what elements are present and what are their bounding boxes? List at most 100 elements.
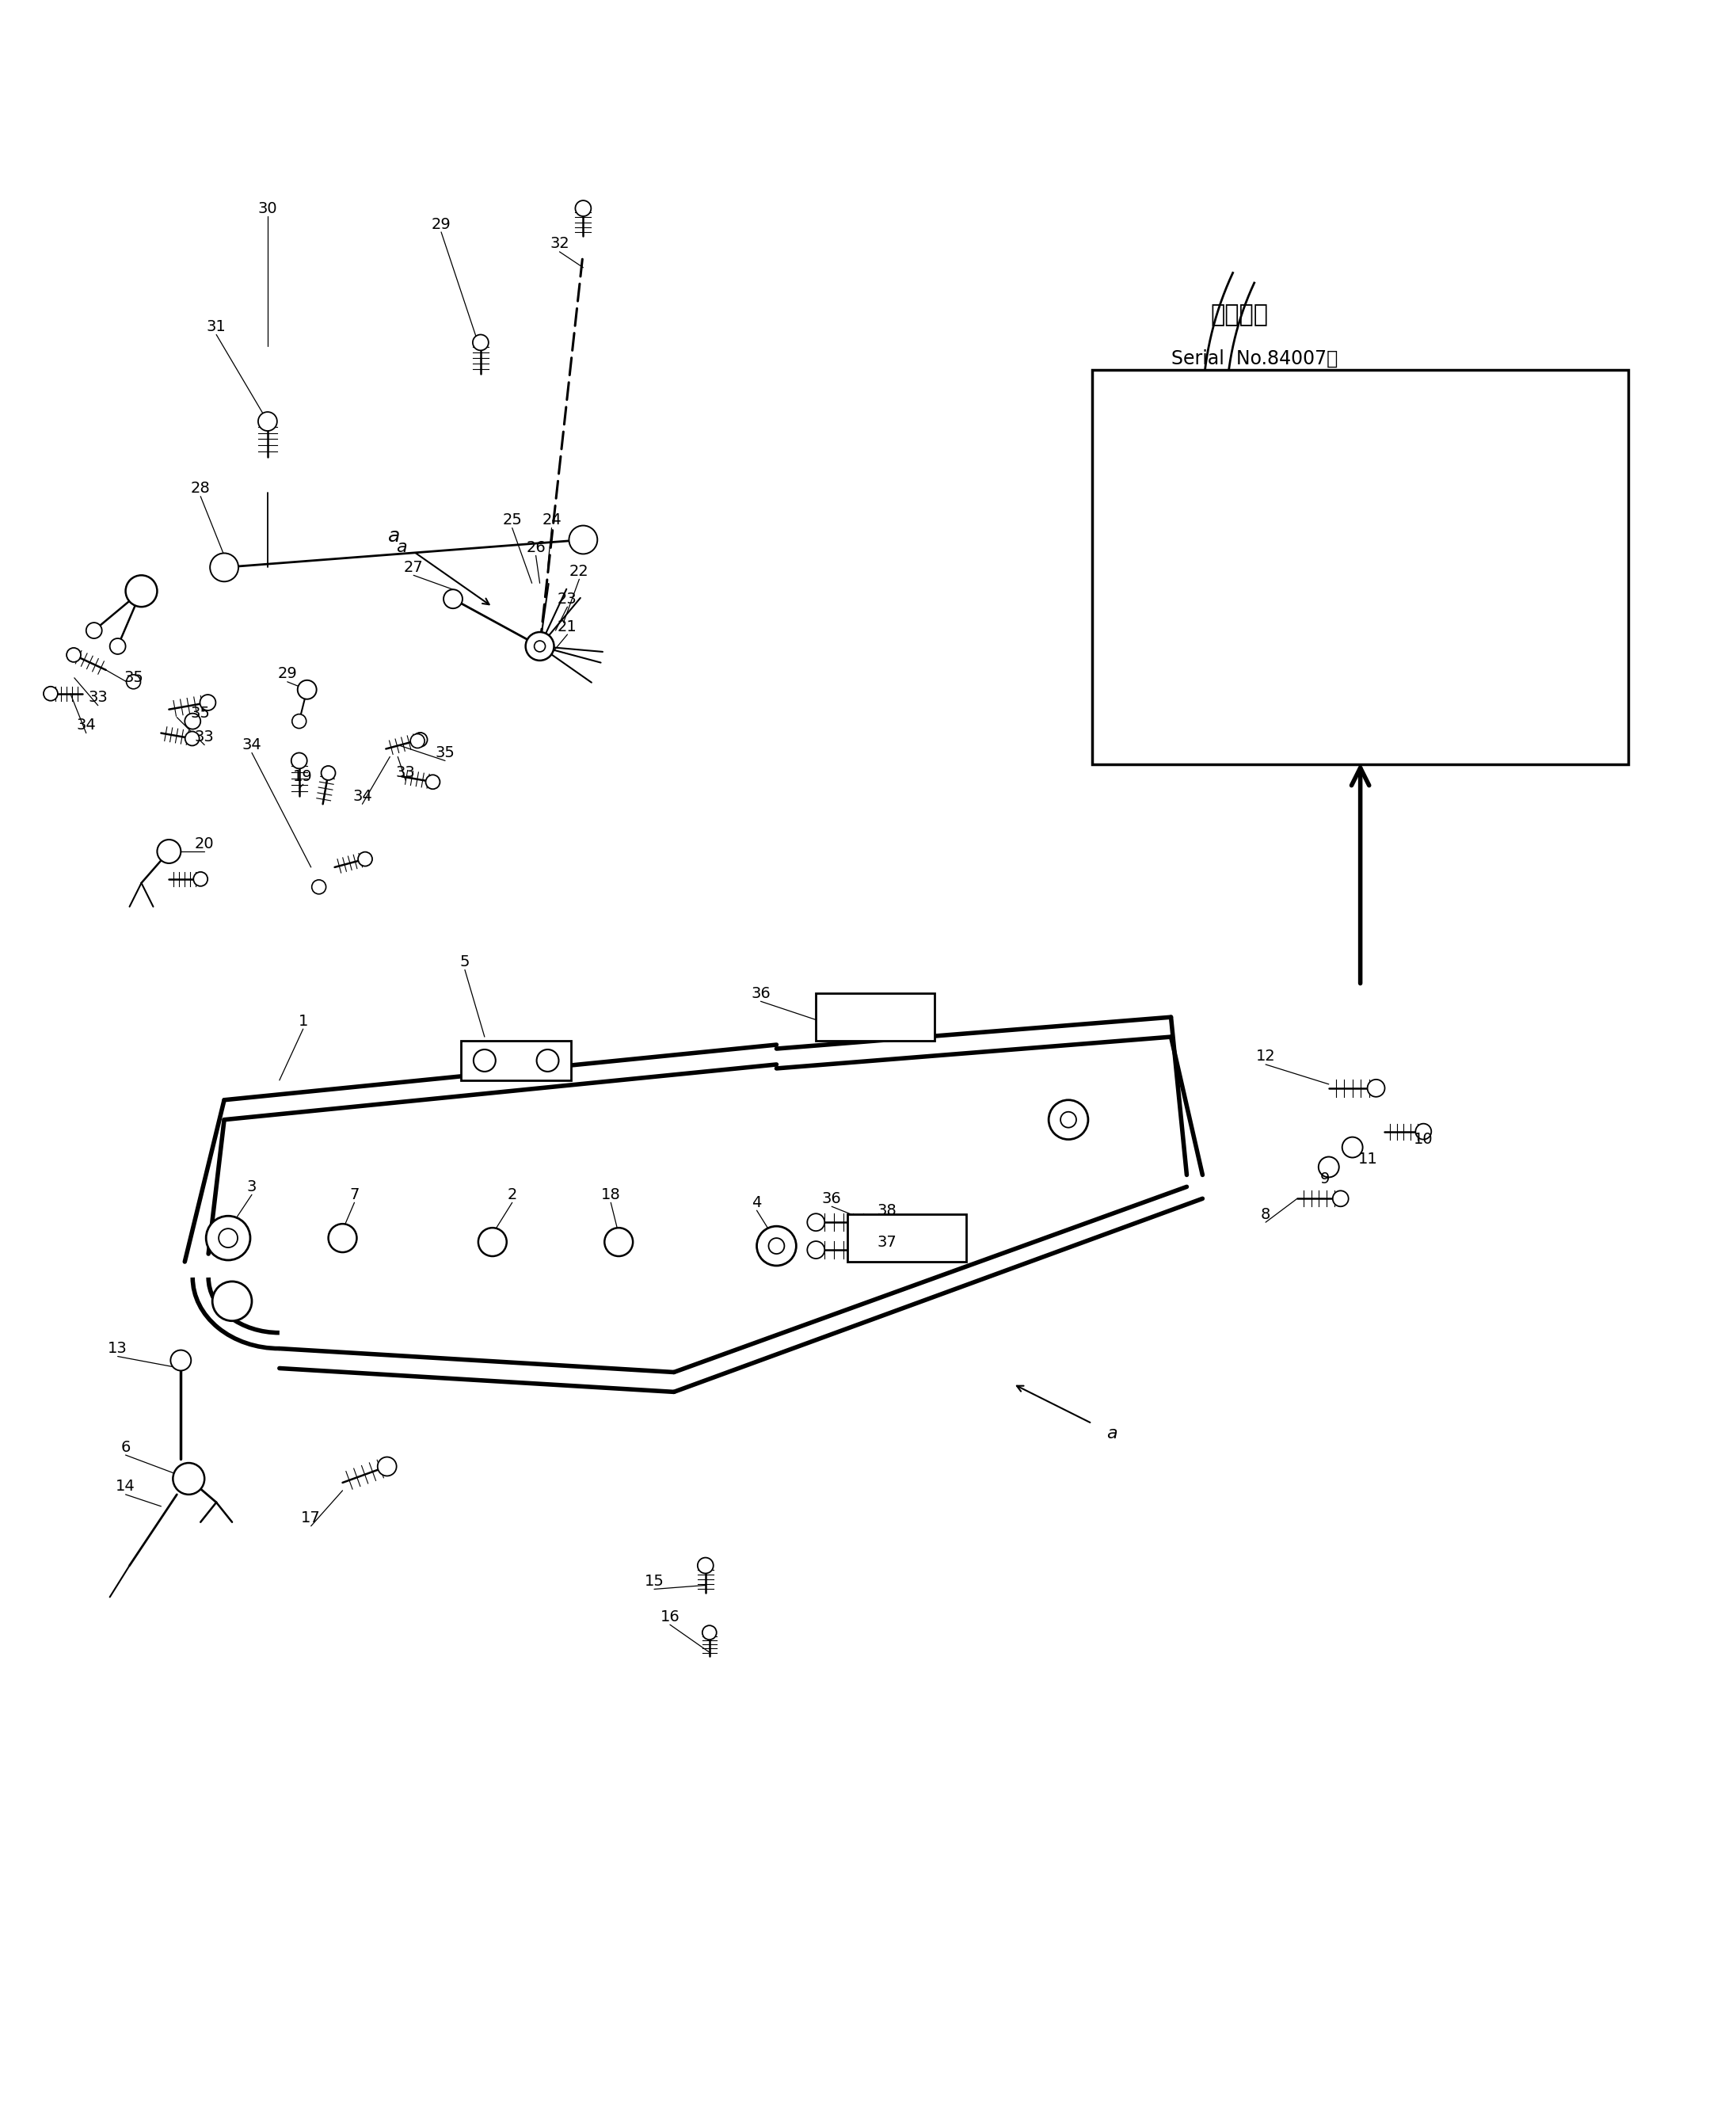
Text: 28: 28	[191, 481, 210, 496]
Circle shape	[125, 576, 158, 608]
Bar	[847, 1215, 965, 1262]
Circle shape	[66, 648, 82, 663]
Text: 30: 30	[259, 200, 278, 215]
Circle shape	[410, 734, 425, 749]
Circle shape	[413, 732, 427, 747]
Circle shape	[569, 525, 597, 555]
Circle shape	[1368, 1080, 1385, 1097]
Text: 9: 9	[1319, 1171, 1330, 1186]
Circle shape	[425, 774, 439, 789]
Text: 29: 29	[278, 667, 297, 682]
Circle shape	[377, 1458, 396, 1475]
Circle shape	[575, 200, 590, 215]
Circle shape	[193, 871, 208, 886]
Text: 4: 4	[752, 1194, 762, 1209]
Circle shape	[698, 1557, 713, 1574]
Circle shape	[312, 880, 326, 895]
Circle shape	[477, 1228, 507, 1255]
Circle shape	[807, 1241, 825, 1258]
Circle shape	[358, 852, 372, 865]
Text: 12: 12	[1255, 1049, 1276, 1063]
Circle shape	[158, 840, 181, 863]
Text: 33: 33	[396, 766, 415, 781]
Text: Serial  No.84007～: Serial No.84007～	[1172, 348, 1337, 367]
Circle shape	[292, 713, 306, 728]
Bar	[816, 994, 934, 1040]
Circle shape	[292, 753, 307, 768]
Bar	[460, 1040, 571, 1080]
Text: 24: 24	[542, 513, 561, 528]
Circle shape	[1415, 1125, 1430, 1139]
Circle shape	[200, 694, 215, 711]
Text: 23: 23	[557, 591, 576, 606]
Text: 19: 19	[293, 768, 312, 785]
Circle shape	[1278, 610, 1302, 635]
Text: 33: 33	[194, 730, 214, 745]
Text: 36: 36	[752, 985, 771, 1000]
Text: 31: 31	[207, 319, 226, 333]
Text: 15: 15	[644, 1574, 665, 1589]
Text: 3: 3	[247, 1179, 257, 1194]
Text: 17: 17	[300, 1511, 321, 1526]
Circle shape	[604, 1228, 634, 1255]
Text: 11: 11	[1358, 1152, 1378, 1167]
Circle shape	[259, 411, 278, 430]
Text: 35: 35	[123, 671, 144, 686]
Circle shape	[170, 1350, 191, 1372]
Circle shape	[43, 686, 57, 701]
Circle shape	[297, 679, 316, 698]
Text: 14: 14	[116, 1479, 135, 1494]
Text: 21: 21	[557, 618, 576, 635]
Circle shape	[174, 1462, 205, 1494]
Circle shape	[443, 589, 462, 608]
Circle shape	[1319, 1156, 1338, 1177]
Text: a: a	[387, 525, 399, 544]
Circle shape	[212, 1281, 252, 1321]
Text: 7: 7	[349, 1188, 359, 1203]
Circle shape	[219, 1228, 238, 1247]
Circle shape	[321, 766, 335, 781]
Circle shape	[109, 639, 125, 654]
Text: 35: 35	[191, 707, 210, 722]
Text: 27: 27	[404, 559, 424, 574]
Circle shape	[127, 675, 141, 688]
Circle shape	[1224, 610, 1243, 629]
Circle shape	[769, 1239, 785, 1253]
Circle shape	[807, 1213, 825, 1230]
Text: 34: 34	[352, 789, 372, 804]
Circle shape	[1049, 1099, 1088, 1139]
Circle shape	[328, 1224, 358, 1251]
Circle shape	[184, 713, 201, 730]
Circle shape	[186, 732, 200, 745]
Text: 5: 5	[460, 954, 470, 968]
Circle shape	[210, 553, 238, 582]
Text: 26: 26	[526, 540, 545, 555]
Text: 8: 8	[1260, 1207, 1271, 1222]
Circle shape	[1061, 1112, 1076, 1127]
Text: a: a	[396, 540, 408, 555]
Text: 2: 2	[507, 1188, 517, 1203]
Text: 32: 32	[550, 236, 569, 251]
Text: 25: 25	[502, 513, 523, 528]
Text: 適用号機: 適用号機	[1210, 304, 1269, 327]
Text: 18: 18	[601, 1188, 620, 1203]
Circle shape	[1201, 620, 1220, 639]
Text: 16: 16	[660, 1610, 681, 1625]
Circle shape	[474, 1049, 495, 1072]
Text: 34: 34	[241, 736, 262, 753]
Text: a: a	[1106, 1426, 1118, 1441]
Text: 10: 10	[1413, 1131, 1434, 1148]
Circle shape	[207, 1215, 250, 1260]
Circle shape	[1333, 1190, 1349, 1207]
Text: 1: 1	[1198, 424, 1222, 458]
Circle shape	[1262, 595, 1318, 650]
Circle shape	[757, 1226, 797, 1266]
Bar	[1092, 369, 1628, 764]
Text: 38: 38	[877, 1203, 898, 1217]
Text: 34: 34	[76, 717, 95, 732]
Circle shape	[536, 1049, 559, 1072]
Circle shape	[703, 1625, 717, 1639]
Text: 37: 37	[877, 1234, 898, 1249]
Circle shape	[87, 622, 102, 639]
Circle shape	[526, 633, 554, 660]
